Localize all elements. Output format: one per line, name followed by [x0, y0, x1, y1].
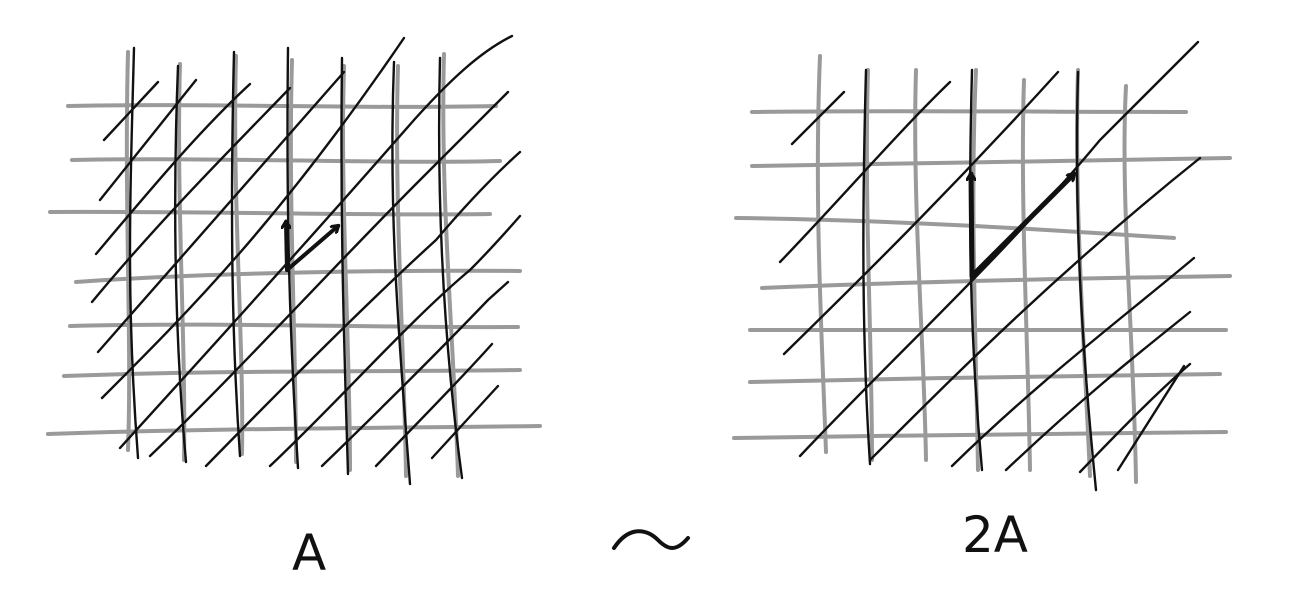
right-gray-horizontal-lines	[732, 109, 1232, 440]
left-panel: A	[46, 34, 542, 582]
left-black-vertical-lines	[128, 46, 464, 486]
label-2a: 2A	[962, 506, 1028, 564]
tilde-icon	[612, 529, 690, 550]
right-vertical-arrow	[971, 171, 972, 279]
left-vertical-arrow	[286, 222, 287, 272]
similarity-symbol: ~	[612, 529, 690, 550]
left-black-diagonal-lines	[90, 34, 522, 468]
left-basis-arrows	[285, 222, 338, 272]
right-diagonal-arrow	[969, 171, 1077, 279]
left-diagonal-arrow	[285, 226, 338, 272]
right-basis-arrows	[969, 171, 1077, 279]
label-a: A	[292, 524, 326, 582]
right-panel: 2A	[732, 40, 1232, 564]
